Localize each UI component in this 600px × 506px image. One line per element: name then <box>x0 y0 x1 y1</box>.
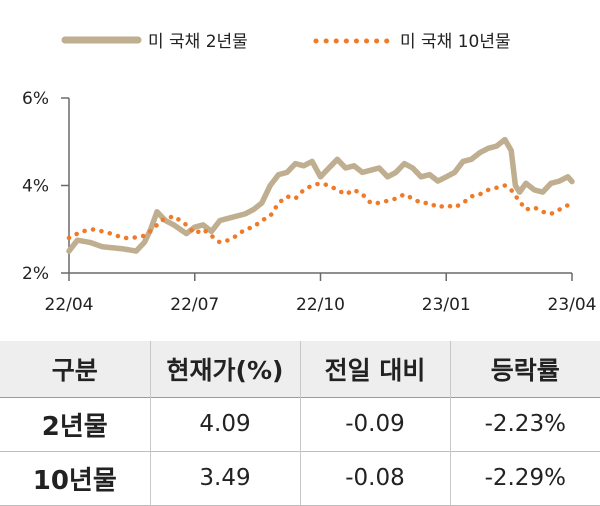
table-row: 10년물 3.49 -0.08 -2.29% <box>0 451 600 505</box>
cell-current-10y: 3.49 <box>149 451 300 505</box>
y-tick-label: 2% <box>22 264 49 284</box>
x-tick-label: 22/04 <box>45 295 94 315</box>
row-label-2y: 2년물 <box>41 411 108 442</box>
cell-rate-10y: -2.29% <box>449 451 600 505</box>
chart-legend: 미 국채 2년물 미 국채 10년물 <box>61 32 511 52</box>
yield-summary-table-wrap: 구분 현재가(%) 전일 대비 등락률 2년물 4.09 -0.09 -2.23… <box>0 341 600 506</box>
header-current-price: 현재가(%) <box>149 341 300 397</box>
x-tick-label: 22/10 <box>296 295 345 315</box>
header-category: 구분 <box>51 355 98 385</box>
table-row: 2년물 4.09 -0.09 -2.23% <box>0 397 600 451</box>
yield-summary-table: 구분 현재가(%) 전일 대비 등락률 2년물 4.09 -0.09 -2.23… <box>0 341 600 506</box>
series-layer <box>66 136 575 254</box>
series-line-2y <box>66 136 575 254</box>
x-tick-label: 23/04 <box>548 295 597 315</box>
tick-layer: 2% 4% 6% 22/04 22/07 22/10 23/01 23/04 <box>22 89 596 315</box>
cell-current-2y: 4.09 <box>149 397 300 451</box>
legend-label-2y: 미 국채 2년물 <box>148 32 248 52</box>
yield-line-chart: 미 국채 2년물 미 국채 10년물 2% 4% 6% 22/04 22/07 22/10… <box>22 32 596 315</box>
legend-label-10y: 미 국채 10년물 <box>400 32 511 52</box>
cell-change-10y: -0.08 <box>299 451 450 505</box>
x-tick-label: 23/01 <box>422 295 471 315</box>
series-line-10y <box>66 181 575 245</box>
cell-change-2y: -0.09 <box>299 397 450 451</box>
row-label-10y: 10년물 <box>32 465 117 496</box>
header-day-change: 전일 대비 <box>299 341 450 397</box>
x-tick-label: 22/07 <box>170 295 219 315</box>
cell-rate-2y: -2.23% <box>449 397 600 451</box>
table-header-row: 구분 현재가(%) 전일 대비 등락률 <box>0 341 600 397</box>
header-change-rate: 등락률 <box>449 341 600 397</box>
y-tick-label: 4% <box>22 177 49 197</box>
y-tick-label: 6% <box>22 89 49 109</box>
